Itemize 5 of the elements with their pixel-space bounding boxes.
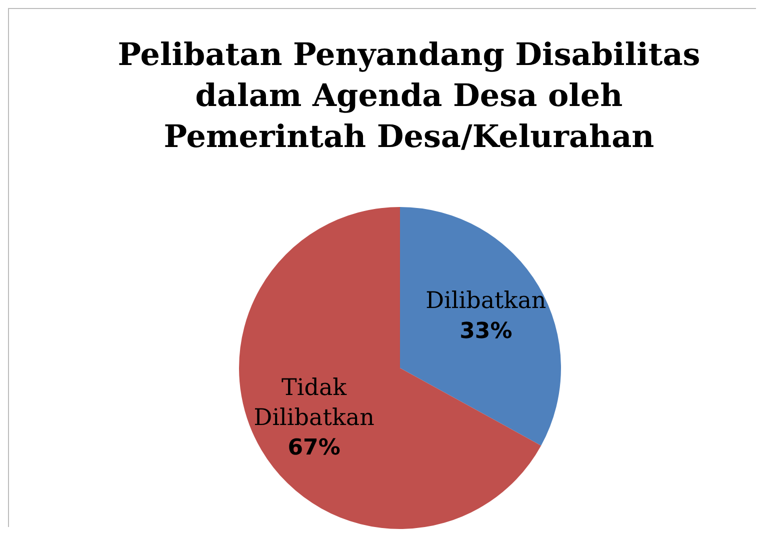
data-label: 33% bbox=[460, 318, 512, 344]
data-label: 67% bbox=[288, 436, 340, 461]
slice-label: Tidak Dilibatkan bbox=[254, 374, 375, 431]
slice-label: Dilibatkan bbox=[426, 288, 546, 314]
chart-title: Pelibatan Penyandang Disabilitas dalam Agenda Desa oleh Pemerintah Desa/Kelurahan bbox=[116, 36, 702, 157]
